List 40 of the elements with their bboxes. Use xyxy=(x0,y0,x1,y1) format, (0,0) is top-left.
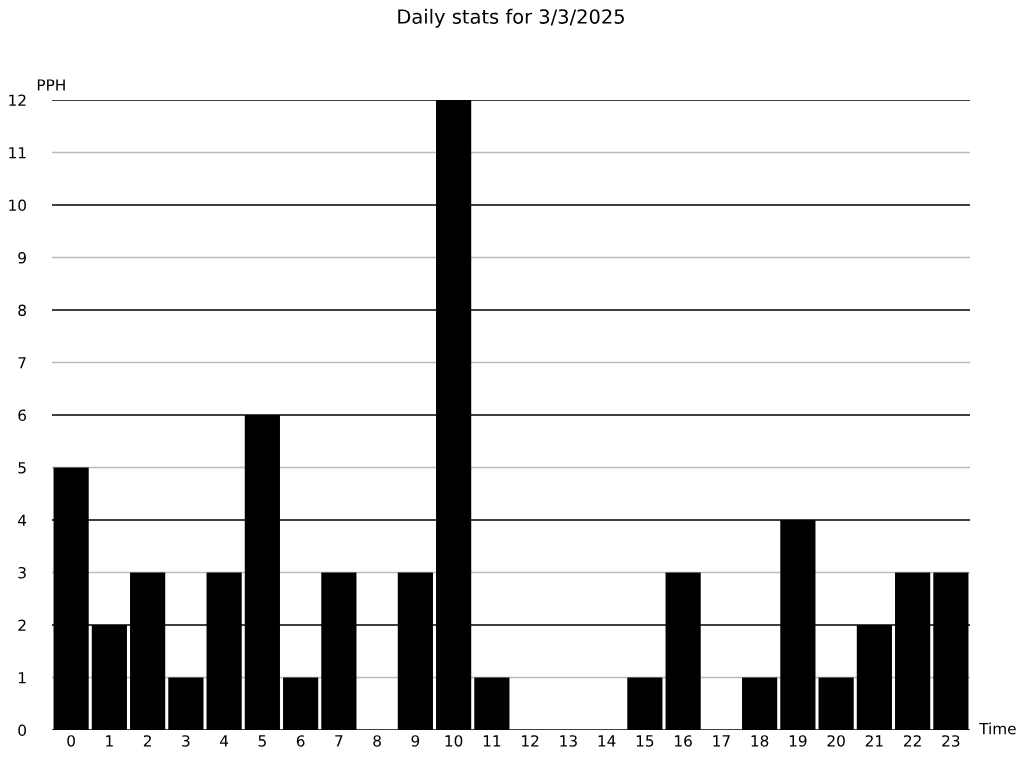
x-tick-label: 3 xyxy=(182,735,190,747)
x-tick-label: 19 xyxy=(789,735,807,747)
y-tick-label: 6 xyxy=(18,409,27,422)
x-tick-label: 6 xyxy=(296,735,305,747)
y-tick-label: 4 xyxy=(18,514,27,526)
x-tick-label: 23 xyxy=(942,735,960,747)
x-tick-label: 7 xyxy=(335,735,343,747)
x-tick-label: 13 xyxy=(560,735,577,747)
y-tick-label: 2 xyxy=(18,619,26,631)
x-tick-label: 20 xyxy=(827,735,845,747)
x-axis-title: Time xyxy=(979,722,1016,735)
x-tick-label: 8 xyxy=(373,735,381,747)
y-tick-label: 8 xyxy=(18,304,26,317)
y-axis-title: PPH xyxy=(37,79,65,91)
x-tick-label: 12 xyxy=(522,735,539,747)
y-tick-label: 7 xyxy=(18,357,26,369)
x-tick-label: 1 xyxy=(106,735,113,747)
x-tick-label: 9 xyxy=(411,735,420,747)
x-tick-label: 21 xyxy=(865,735,883,747)
x-tick-label: 0 xyxy=(67,735,75,747)
x-tick-label: 14 xyxy=(598,735,616,747)
x-tick-label: 11 xyxy=(483,735,501,747)
x-tick-label: 22 xyxy=(904,735,921,747)
x-tick-label: 4 xyxy=(220,735,229,747)
x-tick-label: 18 xyxy=(751,735,769,747)
y-tick-label: 3 xyxy=(18,566,26,579)
x-tick-label: 5 xyxy=(258,735,266,747)
chart-title: Daily stats for 3/3/2025 xyxy=(398,8,624,28)
y-tick-label: 10 xyxy=(9,199,26,212)
y-tick-label: 1 xyxy=(18,672,26,684)
x-tick-label: 15 xyxy=(636,735,654,747)
y-tick-label: 9 xyxy=(18,251,26,264)
x-tick-label: 16 xyxy=(675,735,692,747)
x-tick-label: 10 xyxy=(445,735,463,747)
x-tick-label: 17 xyxy=(713,735,730,747)
y-tick-label: 11 xyxy=(9,147,26,159)
x-tick-label: 2 xyxy=(143,735,151,747)
y-tick-label: 5 xyxy=(18,462,26,474)
y-tick-label: 0 xyxy=(18,724,26,737)
y-tick-label: 12 xyxy=(9,94,26,106)
